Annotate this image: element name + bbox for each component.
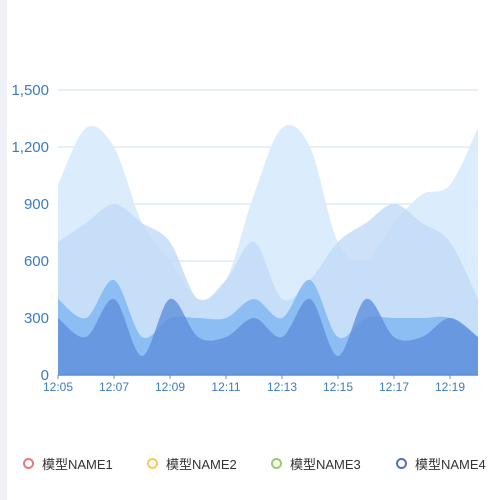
chart-legend: 模型NAME1 模型NAME2 模型NAME3 模型NAME4 [0, 451, 500, 475]
y-tick-label: 0 [41, 367, 49, 384]
legend-item-3[interactable]: 模型NAME3 [271, 451, 361, 475]
legend-label: 模型NAME2 [166, 456, 237, 472]
legend-circle-icon [147, 457, 158, 469]
series-area-4 [58, 298, 478, 375]
y-tick-label: 300 [24, 310, 49, 327]
x-tick-label: 12:13 [267, 380, 297, 394]
legend-label: 模型NAME3 [290, 456, 361, 472]
legend-circle-icon [23, 457, 34, 469]
legend-item-2[interactable]: 模型NAME2 [147, 451, 237, 475]
legend-item-1[interactable]: 模型NAME1 [23, 451, 113, 475]
y-tick-label: 1,200 [11, 139, 49, 156]
series-areas [58, 124, 478, 375]
x-tick-label: 12:07 [99, 380, 129, 394]
x-tick-label: 12:19 [435, 380, 465, 394]
x-tick-label: 12:17 [379, 380, 409, 394]
y-tick-label: 1,500 [11, 82, 49, 99]
area-chart: 0 300 600 900 1,200 1,500 12:05 12:07 12:09 12:11… [11, 82, 478, 394]
x-tick-label: 12:15 [323, 380, 353, 394]
legend-circle-icon [271, 457, 282, 469]
y-tick-label: 600 [24, 253, 49, 270]
legend-circle-icon [396, 457, 407, 469]
left-edge-strip [0, 0, 7, 500]
x-tick-label: 12:09 [155, 380, 185, 394]
x-tick-label: 12:05 [43, 380, 73, 394]
legend-item-4[interactable]: 模型NAME4 [396, 451, 486, 475]
x-tick-label: 12:11 [211, 380, 240, 394]
legend-label: 模型NAME4 [415, 456, 486, 472]
y-tick-label: 900 [24, 196, 49, 213]
legend-label: 模型NAME1 [42, 456, 113, 472]
axes: 0 300 600 900 1,200 1,500 12:05 12:07 12:09 12:11… [11, 82, 478, 394]
